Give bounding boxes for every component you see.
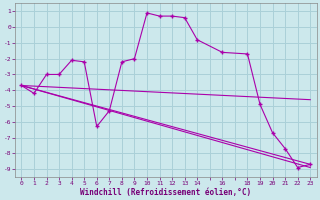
X-axis label: Windchill (Refroidissement éolien,°C): Windchill (Refroidissement éolien,°C): [80, 188, 252, 197]
